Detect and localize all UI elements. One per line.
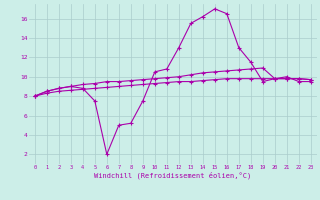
X-axis label: Windchill (Refroidissement éolien,°C): Windchill (Refroidissement éolien,°C)	[94, 172, 252, 179]
